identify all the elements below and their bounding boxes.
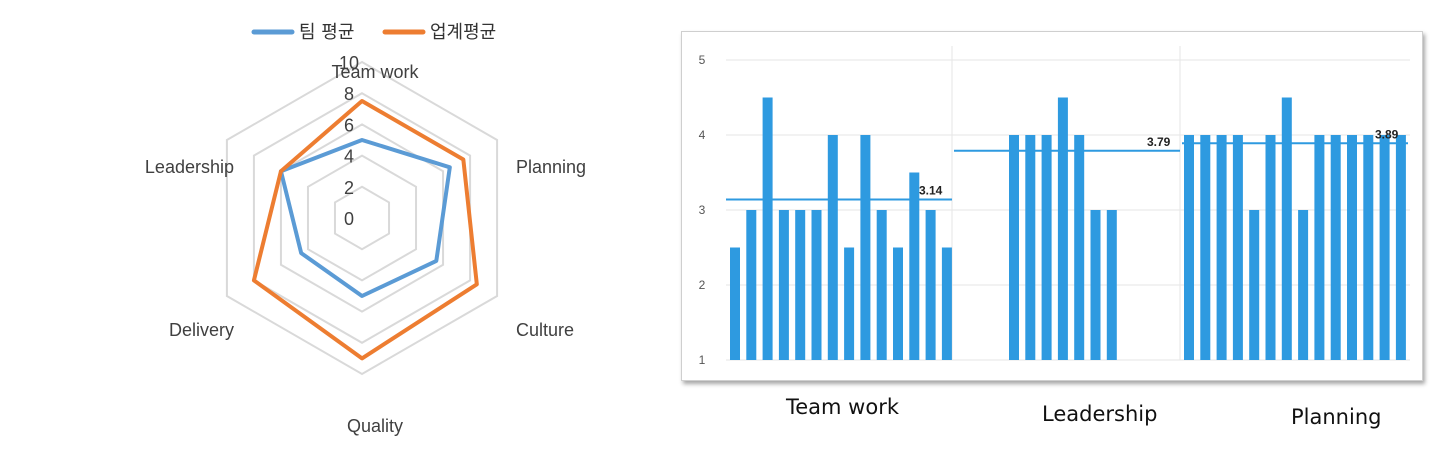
bar	[1200, 135, 1211, 360]
bar	[1074, 135, 1085, 360]
bar	[909, 172, 920, 360]
group-label-team-work: Team work	[786, 395, 899, 419]
radar-axis-label: Delivery	[169, 320, 234, 340]
bar	[795, 210, 806, 360]
bar	[1249, 210, 1260, 360]
radar-tick-label: 2	[344, 178, 354, 198]
bar	[1184, 135, 1194, 360]
legend-label-industry: 업계평균	[430, 22, 496, 43]
bar-series	[730, 97, 1406, 360]
bar	[844, 247, 855, 360]
bar	[893, 247, 903, 360]
bar	[1041, 135, 1052, 360]
series-team-average	[278, 138, 452, 298]
bar-chart-panel: 1 2 3 4 5 3.14 3.79 3.89	[681, 31, 1423, 381]
bar	[746, 210, 757, 360]
bar	[925, 210, 936, 360]
bar	[1330, 135, 1341, 360]
radar-axis-labels: Team work Planning Culture Quality Delivery L…	[145, 62, 586, 436]
bar-y-tick-label: 5	[699, 53, 706, 67]
bar	[1281, 97, 1292, 360]
bar	[941, 247, 952, 360]
bar	[730, 247, 740, 360]
radar-axis-label: Team work	[331, 62, 419, 82]
bar-y-tick-label: 2	[699, 278, 706, 292]
bar	[1379, 135, 1390, 360]
mean-label: 3.79	[1147, 135, 1171, 149]
radar-tick-label: 6	[344, 115, 354, 135]
radar-tick-label: 4	[344, 147, 354, 167]
mean-label: 3.89	[1375, 127, 1399, 141]
bar	[1106, 210, 1117, 360]
bar-chart: 1 2 3 4 5 3.14 3.79 3.89	[699, 46, 1410, 367]
bar	[1232, 135, 1243, 360]
bar	[1395, 135, 1406, 360]
radar-grid-ring	[306, 154, 418, 282]
radar-legend: 팀 평균 업계평균	[251, 22, 496, 43]
bar	[811, 210, 822, 360]
bar	[1347, 135, 1357, 360]
bar	[1090, 210, 1101, 360]
bar	[1009, 135, 1019, 360]
bar	[1057, 97, 1068, 360]
mean-lines: 3.14 3.79 3.89	[726, 127, 1408, 201]
radar-tick-label: 0	[344, 209, 354, 229]
bar-y-tick-label: 1	[699, 353, 706, 367]
bar-y-tick-label: 3	[699, 203, 706, 217]
bar	[1298, 210, 1309, 360]
legend-label-team: 팀 평균	[299, 22, 354, 43]
bar	[1216, 135, 1227, 360]
mean-label: 3.14	[919, 184, 943, 198]
radar-tick-label: 10	[339, 53, 359, 73]
bar	[860, 135, 871, 360]
radar-axis-label: Culture	[516, 320, 574, 340]
radar-series	[251, 99, 479, 361]
radar-chart: 팀 평균 업계평균 0 2 4 6 8 10 Team work Planning Cultu…	[145, 22, 586, 436]
series-industry-average	[251, 99, 479, 361]
bar	[1025, 135, 1036, 360]
radar-tick-label: 8	[344, 84, 354, 104]
bar	[778, 210, 789, 360]
bar	[876, 210, 887, 360]
radar-axis-label: Planning	[516, 157, 586, 177]
radar-grid-ring	[225, 60, 499, 376]
bar-y-tick-labels: 1 2 3 4 5	[699, 53, 706, 367]
group-label-leadership: Leadership	[1042, 402, 1158, 426]
radar-grid-ring	[333, 185, 391, 251]
radar-grid-ring	[252, 92, 472, 344]
bar	[1363, 135, 1374, 360]
bar-y-tick-label: 4	[699, 128, 706, 142]
radar-tick-labels: 0 2 4 6 8 10	[339, 53, 359, 229]
bar-grid	[726, 46, 1410, 361]
radar-axis-label: Leadership	[145, 157, 234, 177]
radar-axis-label: Quality	[347, 416, 403, 436]
bar	[827, 135, 838, 360]
group-label-planning: Planning	[1291, 405, 1382, 429]
bar	[1265, 135, 1276, 360]
radar-grid	[225, 60, 499, 376]
bar	[1314, 135, 1325, 360]
bar	[762, 97, 773, 360]
